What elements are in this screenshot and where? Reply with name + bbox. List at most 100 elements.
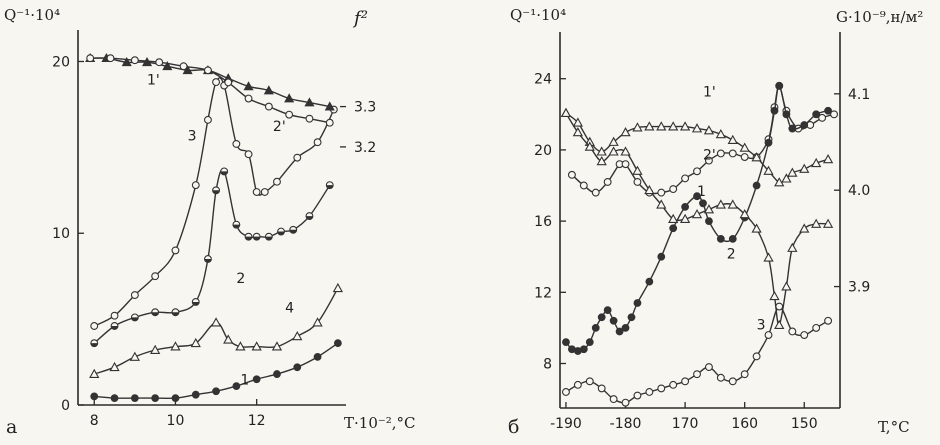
panel-b-ylabel: Q⁻¹·10⁴ xyxy=(510,6,566,24)
panel-a-series-4-point-8 xyxy=(243,81,254,91)
panel-a-series-1: 2 xyxy=(90,167,334,348)
panel-b-series-3-point-16 xyxy=(751,152,762,162)
panel-b-series-1-point-23 xyxy=(752,181,761,190)
panel-b-series-3-point-10 xyxy=(679,121,691,131)
panel-b-series-0-point-10 xyxy=(681,174,690,183)
panel-a-series-0-point-1 xyxy=(110,394,119,403)
panel-b-series-4-point-17 xyxy=(763,252,774,262)
panel-b-series-3-point-17 xyxy=(763,165,774,175)
panel-a-series-0-point-7 xyxy=(232,382,241,391)
panel-a-series-1-point-8 xyxy=(220,167,229,176)
panel-a-series-1-point-2 xyxy=(130,313,139,322)
panel-a-ylabel-right: f² xyxy=(352,8,368,29)
panel-a-series-4-point-12 xyxy=(324,101,335,111)
panel-b-series-0-point-24 xyxy=(830,110,838,119)
panel-b-series-4: 2' xyxy=(560,107,834,330)
panel-b-series-4-point-21 xyxy=(787,242,798,252)
panel-b-y2-tick-label-0: 3.9 xyxy=(848,280,870,296)
panel-b-series-1-point-29 xyxy=(800,121,809,129)
panel-b-series-2-point-10 xyxy=(681,377,690,386)
panel-b-series-0-point-23 xyxy=(818,113,827,122)
panel-a-series-3-point-9 xyxy=(251,341,262,351)
panel-b-series-4-point-16 xyxy=(751,223,762,233)
panel-b-series-2-point-4 xyxy=(609,395,618,404)
panel-a-y2-tick-label-1: 3.3 xyxy=(354,100,376,116)
panel-b-series-2-point-20 xyxy=(800,331,809,339)
panel-b-series-3-point-15 xyxy=(739,142,750,152)
panel-b-series-3-point-3 xyxy=(596,146,607,156)
panel-a-series-5-point-6 xyxy=(224,78,233,87)
panel-a-series-2-point-13 xyxy=(273,177,281,186)
panel-b: Q⁻¹·10⁴ G·10⁻⁹,н/м² T,°C б -190 -180 170 16… xyxy=(508,6,923,438)
panel-b-series-1-point-10 xyxy=(621,324,630,332)
panel-a-series-2-point-11 xyxy=(252,188,261,196)
panel-a-series-2-point-6 xyxy=(203,115,212,124)
panel-b-series-2-point-2 xyxy=(585,377,594,386)
panel-a-y-tick-label-0: 0 xyxy=(61,398,70,414)
panel-b-series-2-point-21 xyxy=(812,323,821,332)
panel-a-series-0-point-10 xyxy=(293,363,302,372)
panel-b-series-2-point-12 xyxy=(704,363,713,372)
panel-a-series-1-point-13 xyxy=(277,227,285,236)
panel-b-series-1-point-15 xyxy=(669,224,678,233)
panel-a-series-3-point-1 xyxy=(109,361,120,372)
panel-b-series-4-point-1 xyxy=(572,127,584,137)
panel-b-y-tick-label-2: 16 xyxy=(534,214,552,230)
panel-b-series-1-point-6 xyxy=(597,313,606,322)
panel-b-series-1-point-7 xyxy=(603,306,612,315)
panel-a-series-2-point-12 xyxy=(260,188,269,196)
panel-b-series-4-point-9 xyxy=(668,213,679,224)
panel-a-series-4-point-10 xyxy=(284,93,295,103)
panel-b-series-4-point-6 xyxy=(632,165,643,175)
panel-b-series-0-point-9 xyxy=(669,185,678,194)
panel-b-series-3-point-23 xyxy=(822,154,834,164)
panel-b-series-0-line xyxy=(571,85,835,195)
panel-b-series-0-point-3 xyxy=(603,178,612,186)
panel-b-series-3-point-18 xyxy=(774,177,785,187)
panel-a-series-1-point-5 xyxy=(191,297,200,306)
panel-a-y-tick-label-2: 20 xyxy=(52,54,70,70)
panel-b-series-2-point-6 xyxy=(633,391,642,400)
panel-b-series-3-point-1 xyxy=(572,117,584,127)
panel-a-series-3-line xyxy=(93,287,339,375)
panel-a-series-0-point-2 xyxy=(130,394,139,403)
panel-b-series-4-line xyxy=(565,112,829,326)
panel-b-series-3-point-22 xyxy=(811,157,822,168)
panel-a-series-3-point-3 xyxy=(150,344,161,354)
panel-a-series-5-point-8 xyxy=(264,102,273,111)
panel-b-series-4-point-13 xyxy=(715,199,726,209)
panel-a-series-2-point-5 xyxy=(191,181,200,190)
panel-b-series-2-point-14 xyxy=(728,377,737,386)
panel-a-series-4-label: 1' xyxy=(147,72,160,88)
panel-a-series-2-point-7 xyxy=(212,78,221,87)
panel-b-series-1-point-4 xyxy=(585,338,594,347)
panel-b-series-3-point-11 xyxy=(691,123,703,133)
panel-a-series-1-point-15 xyxy=(305,212,314,221)
panel-b-series-4-point-0 xyxy=(560,107,572,118)
panel-b-series-4-point-18 xyxy=(769,290,780,301)
panel-a-series-3-point-0 xyxy=(89,368,100,378)
panel-b-series-0-point-14 xyxy=(728,149,737,158)
panel-b-series-4-point-20 xyxy=(781,281,792,291)
panel-b-series-3-point-14 xyxy=(727,134,738,144)
panel-b-series-1-point-19 xyxy=(705,217,713,226)
panel-b-series-0-point-2 xyxy=(591,188,600,197)
panel-b-series-0-point-6 xyxy=(633,178,642,186)
panel-b-series-0-label: 1 xyxy=(697,184,706,200)
panel-a: Q⁻¹·10⁴ f² T·10⁻²,°C а 8 10 12010203.23.31… xyxy=(4,6,416,438)
panel-b-series-2-point-11 xyxy=(693,370,701,379)
panel-b-series-0-point-11 xyxy=(693,167,701,176)
panel-b-series-4-point-8 xyxy=(656,199,667,209)
panel-b-y-tick-label-1: 12 xyxy=(534,285,552,301)
panel-b-series-4-point-23 xyxy=(811,218,822,228)
panel-a-series-0-point-4 xyxy=(171,394,180,403)
panel-b-series-4-point-2 xyxy=(584,141,595,151)
panel-b-series-2-label: 3 xyxy=(757,318,766,334)
panel-a-series-5-point-9 xyxy=(285,110,294,119)
panel-a-series-3-point-11 xyxy=(292,330,303,341)
panel-b-series-3-point-8 xyxy=(656,121,667,131)
panel-a-series-0-point-0 xyxy=(90,392,99,401)
panel-a-series-5-point-7 xyxy=(244,94,253,103)
panel-b-series-3-point-19 xyxy=(781,173,792,183)
panel-a-series-0-label: 1 xyxy=(240,372,249,388)
